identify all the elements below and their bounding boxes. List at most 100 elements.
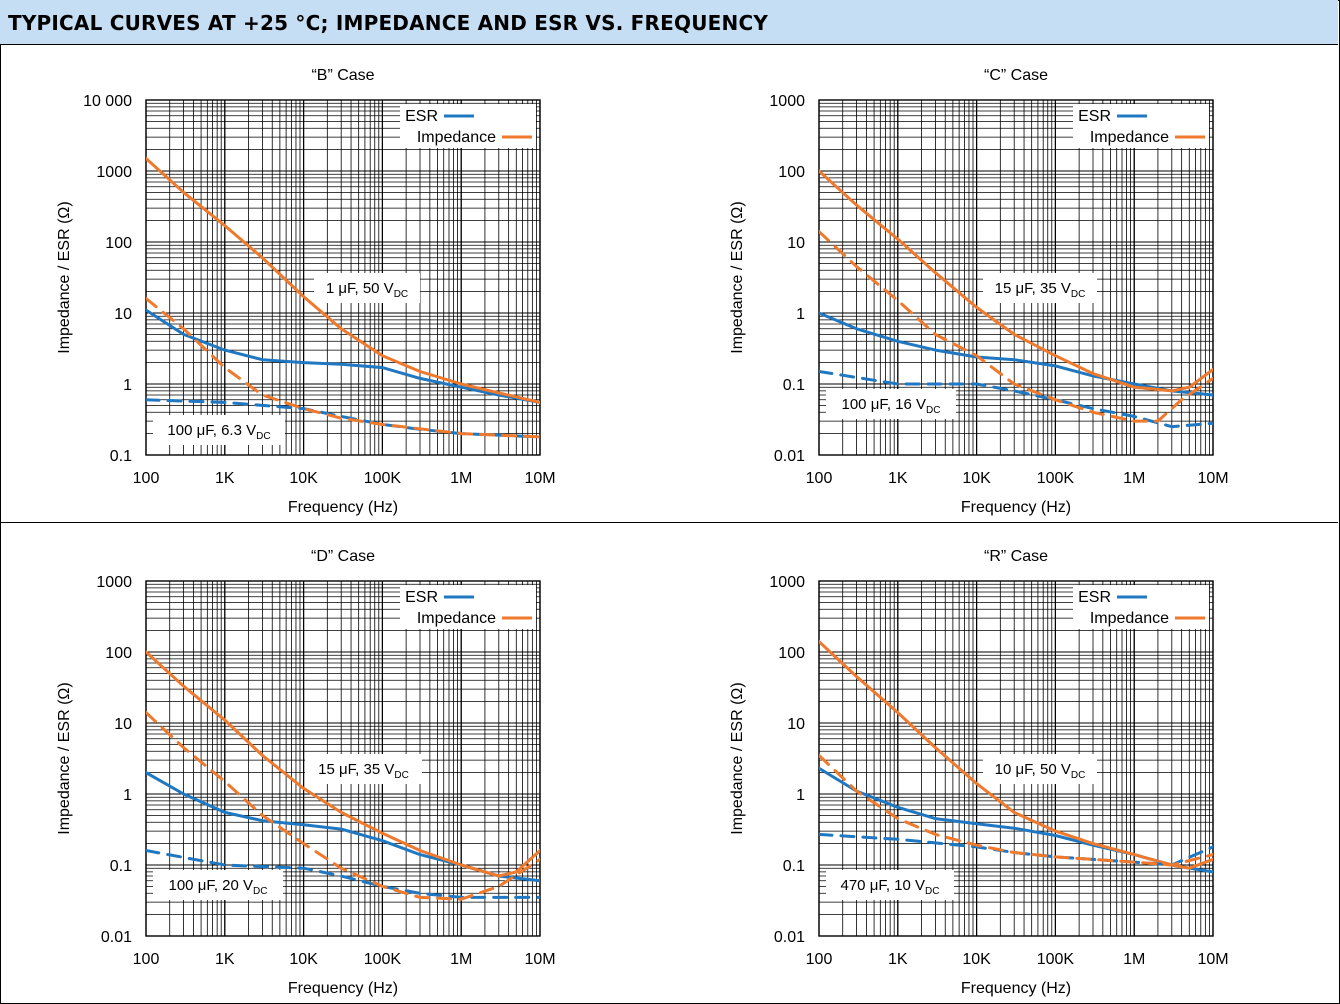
- series-group: [146, 157, 540, 439]
- annotation-text: 100 μF, 6.3 VDC: [167, 422, 270, 442]
- chart-title: “C” Case: [984, 67, 1048, 84]
- chart-title: “R” Case: [984, 548, 1048, 565]
- legend-box: [400, 585, 536, 629]
- annotation-box: [983, 273, 1097, 303]
- x-tick-label: 10M: [1197, 951, 1228, 968]
- annotation-text: 100 μF, 20 VDC: [169, 877, 268, 897]
- annotation-text: 100 μF, 16 VDC: [842, 396, 941, 416]
- legend-label: ESR: [405, 108, 438, 125]
- annotation-text: 15 μF, 35 VDC: [318, 761, 409, 781]
- annotation-box: [153, 415, 285, 445]
- x-tick-label: 100K: [1037, 951, 1075, 968]
- y-tick-label: 0.1: [783, 377, 805, 394]
- x-axis-label: Frequency (Hz): [288, 980, 398, 997]
- series-group: [146, 650, 540, 901]
- y-tick-label: 0.01: [101, 929, 132, 946]
- annotation-box: [305, 754, 422, 784]
- x-tick-label: 10K: [289, 951, 318, 968]
- y-tick-label: 1: [123, 377, 132, 394]
- y-tick-label: 0.1: [783, 858, 805, 875]
- chart-0: 100 1K 10K 100K 1M 10M 0.1 1 10 100 1000 10 000 “B” …: [56, 67, 556, 516]
- x-tick-label: 10M: [524, 470, 555, 487]
- x-tick-label: 10K: [962, 951, 991, 968]
- y-tick-label: 100: [778, 164, 805, 181]
- y-tick-label: 10: [787, 235, 805, 252]
- chart-2: 100 1K 10K 100K 1M 10M 0.01 0.1 1 10 100 1000 “D” Ca…: [56, 548, 556, 997]
- figure-title: TYPICAL CURVES AT +25 °C; IMPEDANCE AND …: [8, 11, 769, 35]
- annotation-text: 10 μF, 50 VDC: [995, 761, 1086, 781]
- x-axis-label: Frequency (Hz): [288, 499, 398, 516]
- chart-1: 100 1K 10K 100K 1M 10M 0.01 0.1 1 10 100 1000 “C” Ca…: [729, 67, 1229, 516]
- legend: ESR Impedance: [400, 104, 536, 148]
- y-tick-label: 1000: [96, 164, 132, 181]
- y-tick-label: 0.1: [110, 858, 132, 875]
- series-group: [819, 640, 1213, 874]
- x-tick-label: 1M: [1123, 470, 1145, 487]
- plot-border: [818, 580, 1214, 937]
- x-tick-label: 10K: [962, 470, 991, 487]
- y-tick-label: 100: [105, 645, 132, 662]
- y-tick-label: 10: [114, 306, 132, 323]
- annotation-text: 1 μF, 50 VDC: [326, 280, 408, 300]
- impedance-solid-line: [819, 169, 1213, 393]
- y-tick-label: 10: [787, 716, 805, 733]
- y-tick-label: 1: [796, 306, 805, 323]
- y-tick-label: 0.01: [774, 929, 805, 946]
- annotation-box: [826, 870, 954, 900]
- annotation-label: 100 μF, 16 VDC: [826, 389, 956, 419]
- annotation-label: 10 μF, 50 VDC: [983, 754, 1097, 784]
- row-divider: [0, 522, 1338, 523]
- legend: ESR Impedance: [1073, 104, 1209, 148]
- x-tick-label: 100: [133, 470, 160, 487]
- y-tick-label: 1: [123, 787, 132, 804]
- x-axis-label: Frequency (Hz): [961, 499, 1071, 516]
- y-tick-label: 0.1: [110, 448, 132, 465]
- esr-solid-line: [819, 311, 1213, 397]
- legend-label: Impedance: [417, 610, 496, 627]
- plot-border: [145, 99, 541, 456]
- legend-box: [1073, 585, 1209, 629]
- x-tick-label: 1K: [215, 470, 235, 487]
- y-tick-label: 100: [105, 235, 132, 252]
- series-group: [819, 169, 1213, 429]
- x-tick-label: 100K: [364, 951, 402, 968]
- y-axis-label: Impedance / ESR (Ω): [729, 682, 746, 834]
- figure-header: TYPICAL CURVES AT +25 °C; IMPEDANCE AND …: [0, 0, 1338, 45]
- legend-label: ESR: [405, 589, 438, 606]
- x-axis-label: Frequency (Hz): [961, 980, 1071, 997]
- legend: ESR Impedance: [400, 585, 536, 629]
- x-tick-label: 10K: [289, 470, 318, 487]
- y-axis-label: Impedance / ESR (Ω): [729, 201, 746, 353]
- x-tick-label: 10M: [524, 951, 555, 968]
- x-tick-label: 100: [806, 470, 833, 487]
- legend-label: Impedance: [417, 129, 496, 146]
- annotation-label: 15 μF, 35 VDC: [305, 754, 422, 784]
- grid: [145, 580, 541, 937]
- x-tick-label: 100: [806, 951, 833, 968]
- x-tick-label: 1M: [1123, 951, 1145, 968]
- x-tick-label: 1M: [450, 951, 472, 968]
- x-tick-label: 100K: [1037, 470, 1075, 487]
- y-axis-label: Impedance / ESR (Ω): [56, 201, 73, 353]
- x-tick-label: 1K: [888, 951, 908, 968]
- esr-dashed-line: [146, 849, 540, 899]
- y-tick-label: 0.01: [774, 448, 805, 465]
- esr-solid-line: [146, 308, 540, 404]
- annotation-box: [314, 273, 420, 303]
- annotation-label: 100 μF, 20 VDC: [153, 870, 283, 900]
- chart-3: 100 1K 10K 100K 1M 10M 0.01 0.1 1 10 100 1000 “R” Ca…: [729, 548, 1229, 997]
- esr-dashed-line: [819, 832, 1213, 867]
- annotation-text: 15 μF, 35 VDC: [995, 280, 1086, 300]
- impedance-dashed-line: [146, 711, 540, 901]
- legend: ESR Impedance: [1073, 585, 1209, 629]
- annotation-label: 100 μF, 6.3 VDC: [153, 415, 285, 445]
- chart-title: “D” Case: [311, 548, 375, 565]
- x-tick-label: 10M: [1197, 470, 1228, 487]
- y-axis-label: Impedance / ESR (Ω): [56, 682, 73, 834]
- x-tick-label: 100: [133, 951, 160, 968]
- impedance-dashed-line: [819, 753, 1213, 867]
- x-tick-label: 1K: [215, 951, 235, 968]
- chart-title: “B” Case: [311, 67, 374, 84]
- legend-label: Impedance: [1090, 129, 1169, 146]
